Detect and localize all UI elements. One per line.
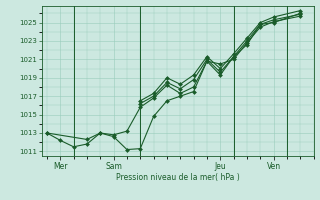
X-axis label: Pression niveau de la mer( hPa ): Pression niveau de la mer( hPa ) — [116, 173, 239, 182]
